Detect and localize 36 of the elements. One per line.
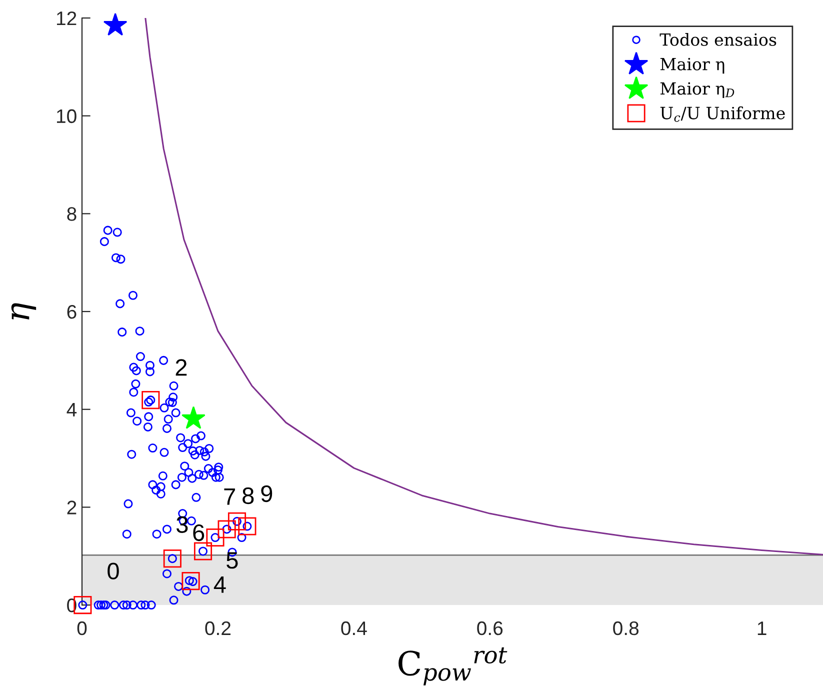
point: [194, 542, 212, 560]
legend-label: U$_{c}$/U Uniforme: [660, 106, 785, 122]
x-tick-label: 0.8: [613, 621, 639, 636]
annotation: 0: [108, 562, 119, 580]
annotation: 9: [261, 485, 272, 502]
point: [238, 517, 256, 536]
y-tick-label: 10: [56, 109, 76, 124]
y-axis-title: η: [11, 303, 36, 320]
annotation: 4: [214, 576, 226, 593]
point: [182, 406, 206, 429]
point: [103, 12, 128, 36]
x-tick-label: 1: [758, 622, 766, 635]
point: [163, 550, 182, 568]
y-tick-label: 8: [67, 207, 76, 221]
point: [218, 520, 236, 538]
point: [142, 391, 160, 410]
x-tick-label: 0.4: [341, 621, 367, 636]
x-axis-title: C$_{pow}$$^{rot}$: [398, 647, 508, 686]
legend-label: Maior η: [660, 58, 724, 74]
point: [182, 572, 200, 590]
point: [228, 512, 246, 530]
y-tick-label: 12: [56, 11, 76, 26]
y-tick-label: 2: [67, 500, 76, 514]
legend-label: Todos ensaios: [660, 33, 776, 46]
x-tick-label: 0.2: [205, 621, 231, 636]
legend-label: Maior η$_{D}$: [660, 82, 734, 98]
annotation: 6: [193, 524, 204, 542]
annotation: 7: [224, 488, 235, 505]
annotation: 2: [176, 359, 187, 376]
annotation: 8: [242, 487, 254, 504]
x-tick-label: 0.6: [477, 621, 503, 636]
point: [206, 528, 224, 547]
x-tick-label: 0: [77, 621, 87, 636]
annotation: 5: [226, 552, 238, 569]
y-tick-label: 4: [66, 403, 77, 416]
y-tick-label: 6: [67, 304, 76, 319]
